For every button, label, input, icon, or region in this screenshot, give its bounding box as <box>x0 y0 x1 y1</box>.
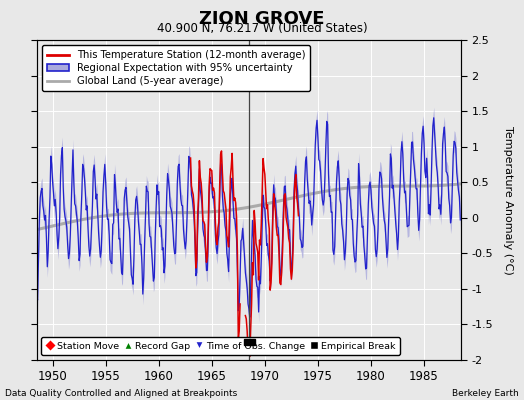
Text: 40.900 N, 76.217 W (United States): 40.900 N, 76.217 W (United States) <box>157 22 367 35</box>
Legend: Station Move, Record Gap, Time of Obs. Change, Empirical Break: Station Move, Record Gap, Time of Obs. C… <box>41 337 400 355</box>
Text: Data Quality Controlled and Aligned at Breakpoints: Data Quality Controlled and Aligned at B… <box>5 389 237 398</box>
Text: Berkeley Earth: Berkeley Earth <box>452 389 519 398</box>
Text: ZION GROVE: ZION GROVE <box>199 10 325 28</box>
Y-axis label: Temperature Anomaly (°C): Temperature Anomaly (°C) <box>503 126 512 274</box>
